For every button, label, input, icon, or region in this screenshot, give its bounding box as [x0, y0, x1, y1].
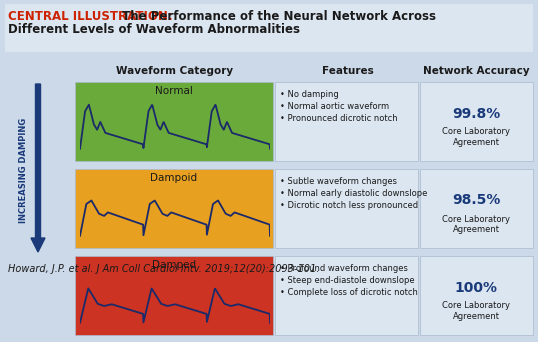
Text: • Profound waveform changes: • Profound waveform changes: [280, 264, 408, 273]
FancyBboxPatch shape: [5, 4, 533, 52]
Text: 99.8%: 99.8%: [452, 106, 500, 120]
Text: Core Laboratory
Agreement: Core Laboratory Agreement: [442, 302, 510, 321]
Text: INCREASING DAMPING: INCREASING DAMPING: [19, 117, 29, 223]
Text: • No damping: • No damping: [280, 90, 339, 99]
FancyBboxPatch shape: [275, 169, 418, 248]
FancyBboxPatch shape: [275, 256, 418, 335]
FancyBboxPatch shape: [420, 169, 533, 248]
FancyBboxPatch shape: [75, 169, 273, 248]
Text: • Normal aortic waveform: • Normal aortic waveform: [280, 102, 389, 111]
Text: • Steep end-diastole downslope: • Steep end-diastole downslope: [280, 276, 415, 285]
Text: • Dicrotic notch less pronounced: • Dicrotic notch less pronounced: [280, 201, 418, 210]
FancyBboxPatch shape: [420, 82, 533, 161]
Text: • Pronounced dicrotic notch: • Pronounced dicrotic notch: [280, 114, 398, 123]
Text: • Normal early diastolic downslope: • Normal early diastolic downslope: [280, 189, 427, 198]
Text: Dampoid: Dampoid: [151, 173, 197, 183]
Text: Different Levels of Waveform Abnormalities: Different Levels of Waveform Abnormaliti…: [8, 23, 300, 36]
Text: The Performance of the Neural Network Across: The Performance of the Neural Network Ac…: [118, 10, 436, 23]
Text: Damped: Damped: [152, 260, 196, 270]
FancyBboxPatch shape: [75, 82, 273, 161]
Text: Normal: Normal: [155, 86, 193, 96]
Text: CENTRAL ILLUSTRATION:: CENTRAL ILLUSTRATION:: [8, 10, 173, 23]
Text: • Complete loss of dicrotic notch: • Complete loss of dicrotic notch: [280, 288, 418, 297]
Text: Core Laboratory
Agreement: Core Laboratory Agreement: [442, 214, 510, 234]
Text: • Subtle waveform changes: • Subtle waveform changes: [280, 177, 397, 186]
Text: Waveform Category: Waveform Category: [116, 66, 233, 76]
Text: Howard, J.P. et al. J Am Coll Cardiol Intv. 2019;12(20):2093-101.: Howard, J.P. et al. J Am Coll Cardiol In…: [8, 264, 320, 274]
Text: Features: Features: [322, 66, 373, 76]
FancyBboxPatch shape: [75, 256, 273, 335]
FancyArrow shape: [31, 84, 45, 252]
Text: 100%: 100%: [455, 280, 498, 294]
Text: Network Accuracy: Network Accuracy: [423, 66, 530, 76]
FancyBboxPatch shape: [275, 82, 418, 161]
FancyBboxPatch shape: [420, 256, 533, 335]
Text: Core Laboratory
Agreement: Core Laboratory Agreement: [442, 128, 510, 147]
Text: 98.5%: 98.5%: [452, 194, 500, 208]
